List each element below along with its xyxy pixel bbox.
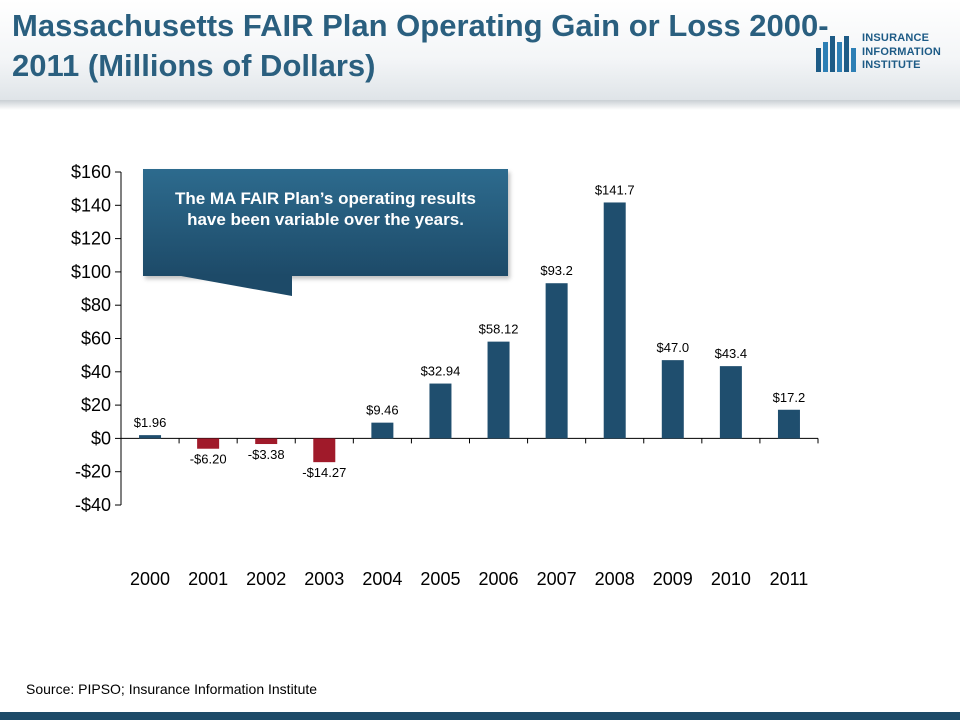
bar (255, 438, 278, 445)
header-band (0, 0, 960, 100)
y-tick-label: $140 (71, 195, 111, 215)
bar (661, 360, 684, 439)
bar (429, 383, 452, 439)
data-label: $93.2 (540, 263, 573, 278)
slide-title: Massachusetts FAIR Plan Operating Gain o… (12, 8, 829, 83)
x-tick-label: 2002 (246, 569, 286, 589)
y-tick-label: $120 (71, 229, 111, 249)
x-tick-label: 2009 (653, 569, 693, 589)
y-tick-label: $60 (81, 329, 111, 349)
data-label: -$6.20 (190, 452, 227, 467)
data-label: $43.4 (715, 346, 748, 361)
data-label: $17.2 (773, 390, 806, 405)
x-tick-label: 2007 (537, 569, 577, 589)
x-tick-label: 2004 (362, 569, 402, 589)
bar (545, 283, 568, 439)
logo-line-2: INFORMATION (862, 45, 941, 58)
logo-line-1: INSURANCE (862, 32, 930, 44)
header-divider (0, 100, 960, 110)
callout-pointer (170, 274, 292, 296)
y-tick-label: $20 (81, 395, 111, 415)
data-label: -$14.27 (302, 465, 346, 480)
y-tick-label: $80 (81, 295, 111, 315)
iii-logo-text: INSURANCE INFORMATION INSTITUTE (862, 32, 958, 73)
x-tick-label: 2003 (304, 569, 344, 589)
y-tick-label: $40 (81, 362, 111, 382)
iii-logo: INSURANCE INFORMATION INSTITUTE (814, 30, 960, 78)
x-tick-label: 2005 (420, 569, 460, 589)
y-tick-label: $0 (91, 428, 111, 448)
bar (777, 409, 800, 439)
y-tick-label: -$40 (75, 495, 111, 515)
x-tick-label: 2000 (130, 569, 170, 589)
bar (487, 341, 510, 439)
y-tick-label: $100 (71, 262, 111, 282)
x-tick-label: 2010 (711, 569, 751, 589)
source-note: Source: PIPSO; Insurance Information Ins… (26, 681, 318, 697)
y-tick-label: $160 (71, 162, 111, 182)
data-label: $47.0 (657, 340, 690, 355)
x-tick-label: 2006 (479, 569, 519, 589)
bar (719, 366, 742, 439)
bar (139, 435, 162, 439)
iii-logo-icon (816, 36, 856, 72)
bar (603, 202, 626, 439)
bar (313, 438, 336, 463)
x-tick-label: 2001 (188, 569, 228, 589)
data-label: $1.96 (134, 415, 167, 430)
footer-bar (0, 712, 960, 720)
data-label: $9.46 (366, 403, 399, 418)
data-label: $58.12 (479, 322, 519, 337)
y-tick-label: -$20 (75, 462, 111, 482)
callout-box: The MA FAIR Plan’s operating results hav… (143, 169, 508, 276)
data-label: $141.7 (595, 182, 635, 197)
bar (371, 422, 394, 439)
x-tick-label: 2011 (770, 569, 809, 589)
logo-line-3: INSTITUTE (862, 59, 921, 71)
bar (197, 438, 220, 449)
x-tick-label: 2008 (595, 569, 635, 589)
data-label: $32.94 (421, 364, 461, 379)
data-label: -$3.38 (248, 447, 285, 462)
